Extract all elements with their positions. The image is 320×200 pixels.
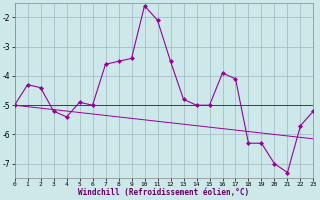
X-axis label: Windchill (Refroidissement éolien,°C): Windchill (Refroidissement éolien,°C) [78,188,250,197]
